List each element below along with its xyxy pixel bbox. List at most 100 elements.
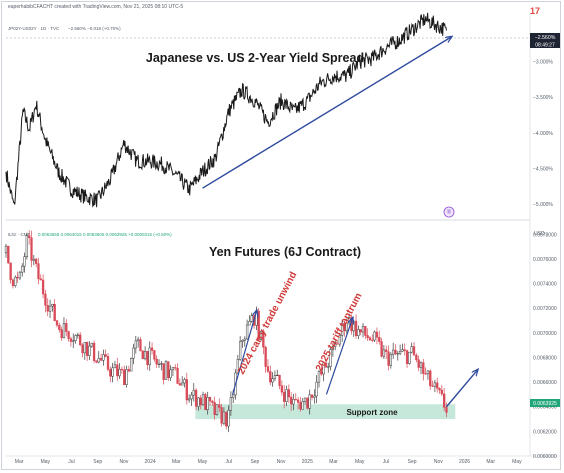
- candle-body: [32, 258, 35, 261]
- projection-arrow: [445, 370, 477, 408]
- candle-body: [39, 278, 42, 281]
- candle-body: [245, 324, 249, 340]
- candle-body: [7, 245, 10, 264]
- candle-body: [385, 349, 388, 352]
- candle-body: [392, 349, 395, 355]
- tradingview-logo-icon[interactable]: 17: [528, 5, 544, 19]
- candle-body: [250, 315, 253, 322]
- candle-body: [132, 347, 135, 359]
- carry-arrow: [231, 311, 257, 395]
- candle-body: [178, 383, 182, 386]
- candle-body: [269, 371, 272, 383]
- x-tick-label: Jul: [225, 459, 231, 465]
- candle-body: [213, 402, 216, 415]
- candle-body: [111, 367, 114, 377]
- candle-body: [69, 338, 73, 342]
- candle-body: [440, 389, 443, 395]
- candle-body: [236, 358, 239, 374]
- time-badge-bg: [530, 41, 560, 48]
- candle-body: [310, 394, 314, 398]
- candle-body: [415, 354, 418, 361]
- x-tick-label: Mar: [486, 459, 495, 465]
- candle-body: [4, 245, 8, 254]
- candle-body: [16, 276, 19, 279]
- candle-body: [153, 350, 156, 360]
- candle-body: [204, 394, 207, 411]
- candle-body: [378, 337, 381, 342]
- candle-body: [76, 334, 80, 336]
- candle-body: [51, 304, 54, 307]
- candle-body: [9, 262, 12, 281]
- candle-body: [211, 400, 214, 403]
- candle-body: [11, 279, 15, 286]
- candle-body: [273, 375, 277, 380]
- candle-body: [324, 362, 328, 368]
- candle-body: [334, 343, 337, 347]
- x-tick-label: Sep: [408, 459, 417, 465]
- top-price-badge: −2.560% 08:49:27: [530, 33, 560, 49]
- top-y-tick-label: −4.000%: [533, 131, 553, 137]
- candle-body: [322, 362, 325, 375]
- candle-body: [79, 334, 82, 346]
- candle-body: [83, 342, 86, 354]
- x-tick-label: Nov: [277, 459, 286, 465]
- x-tick-label: 2025: [302, 459, 313, 465]
- candle-body: [308, 394, 311, 409]
- candle-body: [130, 357, 133, 372]
- x-tick-label: May: [41, 459, 51, 465]
- bottom-price-badge: 0.0063925: [530, 399, 560, 407]
- candle-body: [106, 356, 110, 370]
- candle-body: [74, 335, 77, 341]
- candle-body: [125, 369, 128, 385]
- candle-body: [162, 363, 165, 380]
- candle-body: [197, 397, 200, 407]
- candle-body: [410, 346, 413, 353]
- bottom-y-tick-label: 0.0070000: [533, 331, 557, 337]
- top-price-badge-text: −2.560%: [535, 35, 556, 41]
- candle-body: [160, 363, 163, 365]
- top-y-tick-label: −4.500%: [533, 166, 553, 172]
- candle-body: [23, 256, 26, 267]
- candle-body: [303, 397, 307, 402]
- candle-body: [85, 342, 89, 356]
- x-tick-label: May: [512, 459, 522, 465]
- candle-body: [113, 364, 117, 369]
- candle-body: [127, 369, 131, 372]
- candle-body: [290, 396, 293, 405]
- x-tick-label: Mar: [329, 459, 338, 465]
- candle-body: [426, 370, 430, 375]
- candle-body: [55, 320, 59, 326]
- top-price-badge-bg: [530, 33, 560, 41]
- candle-body: [248, 321, 251, 326]
- candle-body: [171, 367, 175, 371]
- candle-body: [357, 329, 360, 336]
- candle-body: [118, 369, 121, 377]
- candle-body: [139, 339, 142, 352]
- top-y-tick-label: −3.000%: [533, 60, 553, 66]
- candle-body: [313, 395, 316, 398]
- candle-body: [368, 337, 372, 341]
- candle-body: [120, 369, 124, 371]
- candle-body: [14, 276, 17, 286]
- top-symbol: JP02Y-US02Y · 1D · TVC: [8, 26, 60, 31]
- x-tick-label: Mar: [15, 459, 24, 465]
- trend-arrow: [202, 37, 452, 189]
- candle-body: [301, 401, 304, 410]
- candle-body: [443, 393, 446, 408]
- candle-body: [134, 340, 137, 349]
- x-tick-label: May: [198, 459, 208, 465]
- bottom-y-tick-label: 0.0074000: [533, 282, 557, 288]
- x-tick-label: Sep: [93, 459, 102, 465]
- x-tick-label: Mar: [172, 459, 181, 465]
- candle-body: [148, 347, 151, 365]
- candle-body: [104, 354, 107, 357]
- candle-body: [37, 263, 40, 280]
- candle-body: [183, 379, 186, 384]
- marker-badge[interactable]: ®: [443, 206, 455, 218]
- candle-body: [206, 396, 209, 411]
- bottom-y-tick-label: 0.0076000: [533, 257, 557, 263]
- candle-body: [382, 349, 386, 357]
- candle-body: [92, 342, 96, 361]
- candle-body: [194, 389, 198, 407]
- candle-body: [336, 343, 339, 345]
